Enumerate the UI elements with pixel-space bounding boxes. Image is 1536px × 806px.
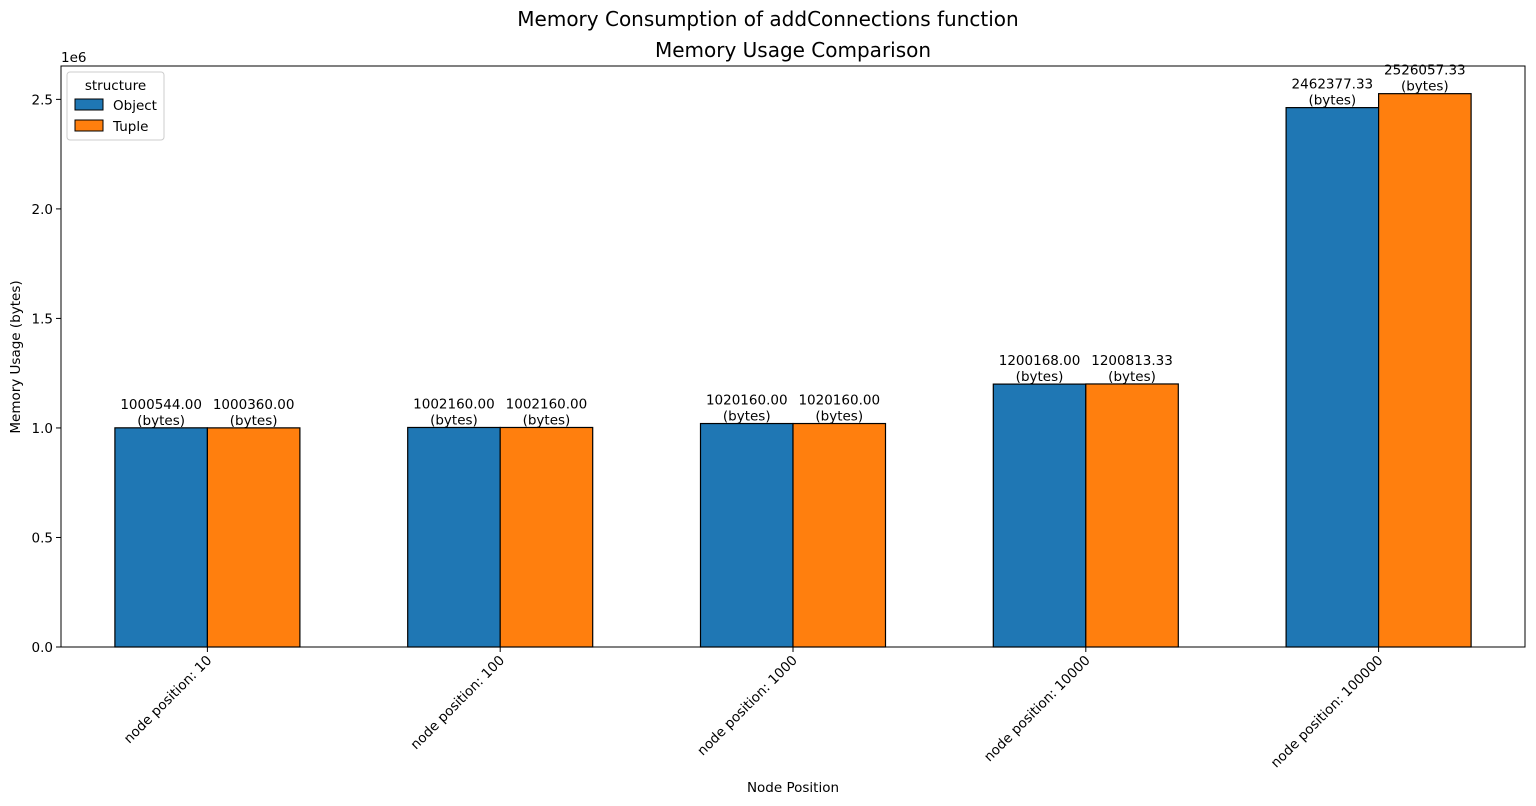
y-tick-label: 1.5 bbox=[32, 311, 53, 327]
bar-object-2 bbox=[699, 422, 794, 648]
legend-swatch-object bbox=[74, 98, 104, 111]
bar-object-0 bbox=[114, 427, 209, 648]
bar-unit-label: (bytes) bbox=[1108, 369, 1156, 385]
legend: structure Object Tuple bbox=[66, 71, 165, 141]
bar-value-label: 1200813.33 bbox=[1091, 353, 1173, 369]
legend-swatch-tuple bbox=[74, 119, 104, 132]
figure-suptitle: Memory Consumption of addConnections fun… bbox=[517, 7, 1018, 31]
bar-value-label: 1000544.00 bbox=[120, 397, 202, 413]
bar-tuple-0 bbox=[206, 427, 301, 648]
bar-unit-label: (bytes) bbox=[723, 409, 771, 425]
bar-value-label: 2462377.33 bbox=[1292, 77, 1374, 93]
bar-unit-label: (bytes) bbox=[230, 413, 278, 429]
y-tick-label: 0.0 bbox=[32, 640, 53, 656]
bar-tuple-2 bbox=[792, 422, 887, 648]
y-axis-label: Memory Usage (bytes) bbox=[8, 280, 24, 433]
y-tick-label: 1.0 bbox=[32, 421, 53, 437]
y-tick-label: 2.0 bbox=[32, 202, 53, 218]
bar-unit-label: (bytes) bbox=[1016, 369, 1064, 385]
bar-value-label: 1020160.00 bbox=[798, 393, 880, 409]
bar-unit-label: (bytes) bbox=[815, 409, 863, 425]
bar-value-label: 1002160.00 bbox=[413, 396, 495, 412]
legend-label-object: Object bbox=[113, 98, 157, 114]
x-axis-label: Node Position bbox=[747, 780, 839, 796]
bar-tuple-3 bbox=[1085, 383, 1179, 648]
legend-label-tuple: Tuple bbox=[112, 119, 148, 135]
y-axis-ticks: 0.0 0.5 1.0 1.5 2.0 2.5 bbox=[32, 92, 61, 656]
bar-value-label: 2526057.33 bbox=[1384, 63, 1466, 79]
chart-title: Memory Usage Comparison bbox=[655, 38, 931, 62]
bar-object-1 bbox=[407, 426, 501, 648]
y-tick-label: 0.5 bbox=[32, 530, 53, 546]
bar-unit-label: (bytes) bbox=[523, 412, 571, 428]
y-tick-label: 2.5 bbox=[32, 92, 53, 108]
bar-unit-label: (bytes) bbox=[1308, 93, 1356, 109]
bar-value-label: 1200168.00 bbox=[999, 353, 1081, 369]
bar-object-3 bbox=[992, 383, 1087, 648]
legend-title: structure bbox=[85, 78, 146, 94]
bar-labels-group: 1000544.00(bytes)1000360.00(bytes)100216… bbox=[120, 63, 1465, 429]
bar-object-4 bbox=[1285, 107, 1380, 648]
bar-unit-label: (bytes) bbox=[137, 413, 185, 429]
bar-tuple-4 bbox=[1377, 93, 1472, 648]
y-axis-offset-label: 1e6 bbox=[61, 50, 86, 66]
bars-group bbox=[114, 93, 1472, 648]
bar-value-label: 1000360.00 bbox=[213, 397, 295, 413]
bar-unit-label: (bytes) bbox=[430, 412, 478, 428]
bar-value-label: 1020160.00 bbox=[706, 393, 788, 409]
bar-value-label: 1002160.00 bbox=[506, 396, 588, 412]
bar-unit-label: (bytes) bbox=[1401, 79, 1449, 95]
bar-tuple-1 bbox=[499, 426, 594, 648]
